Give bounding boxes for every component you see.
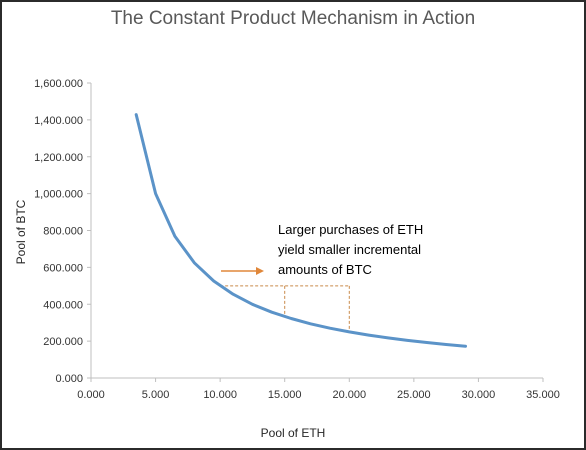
x-axis-label: Pool of ETH <box>260 426 326 440</box>
y-tick-label: 1,400.000 <box>34 115 83 127</box>
annotation-text-line: yield smaller incremental <box>278 242 421 257</box>
chart-title: The Constant Product Mechanism in Action <box>110 8 476 29</box>
x-tick-label: 30.000 <box>462 389 496 401</box>
x-tick-label: 20.000 <box>332 389 366 401</box>
y-tick-label: 200.000 <box>43 336 83 348</box>
y-tick-label: 600.000 <box>43 262 83 274</box>
x-tick-label: 35.000 <box>526 389 560 401</box>
x-tick-label: 0.000 <box>77 389 105 401</box>
x-tick-label: 5.000 <box>142 389 170 401</box>
y-tick-label: 400.000 <box>43 299 83 311</box>
y-tick-label: 1,200.000 <box>34 152 83 164</box>
x-tick-label: 10.000 <box>203 389 237 401</box>
series-line <box>134 113 467 348</box>
y-tick-label: 0.000 <box>55 373 83 385</box>
annotation-arrow-head <box>256 267 264 275</box>
annotation-text-line: Larger purchases of ETH <box>278 222 423 237</box>
y-tick-label: 1,600.000 <box>34 78 83 90</box>
x-tick-label: 25.000 <box>397 389 431 401</box>
y-tick-label: 1,000.000 <box>34 189 83 201</box>
x-tick-label: 15.000 <box>268 389 302 401</box>
y-tick-label: 800.000 <box>43 226 83 238</box>
annotation-text-line: amounts of BTC <box>278 262 372 277</box>
